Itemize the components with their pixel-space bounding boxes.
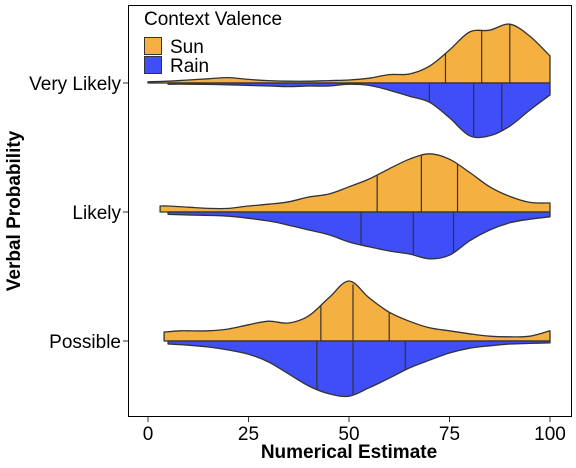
y-axis: Very Likely Likely Possible [29, 74, 128, 353]
legend-title: Context Valence [144, 9, 282, 30]
violin-rain-possible [167, 340, 551, 398]
x-axis: 0 25 50 75 100 [143, 417, 566, 445]
x-tick-label-75: 75 [439, 424, 460, 445]
violin-rain-likely [167, 211, 551, 260]
y-tick-label-possible: Possible [49, 332, 121, 353]
legend-label-rain: Rain [170, 56, 209, 77]
x-tick-label-100: 100 [534, 424, 566, 445]
y-tick-label-likely: Likely [72, 203, 121, 224]
y-axis-title: Verbal Probability [4, 130, 25, 291]
legend-swatch-sun [144, 37, 162, 55]
legend-swatch-rain [144, 56, 162, 74]
violin-sun-very-likely [147, 23, 551, 84]
violin-sun-possible [163, 280, 551, 342]
x-axis-title: Numerical Estimate [261, 442, 437, 463]
violins-layer [147, 23, 551, 398]
x-tick-label-25: 25 [238, 424, 259, 445]
y-tick-label-very-likely: Very Likely [29, 74, 121, 95]
legend: Context Valence Sun Rain [144, 9, 282, 77]
legend-label-sun: Sun [170, 37, 204, 58]
violin-rain-very-likely [167, 82, 551, 139]
x-tick-label-50: 50 [338, 424, 359, 445]
x-tick-label-0: 0 [143, 424, 154, 445]
violin-sun-likely [159, 153, 551, 213]
